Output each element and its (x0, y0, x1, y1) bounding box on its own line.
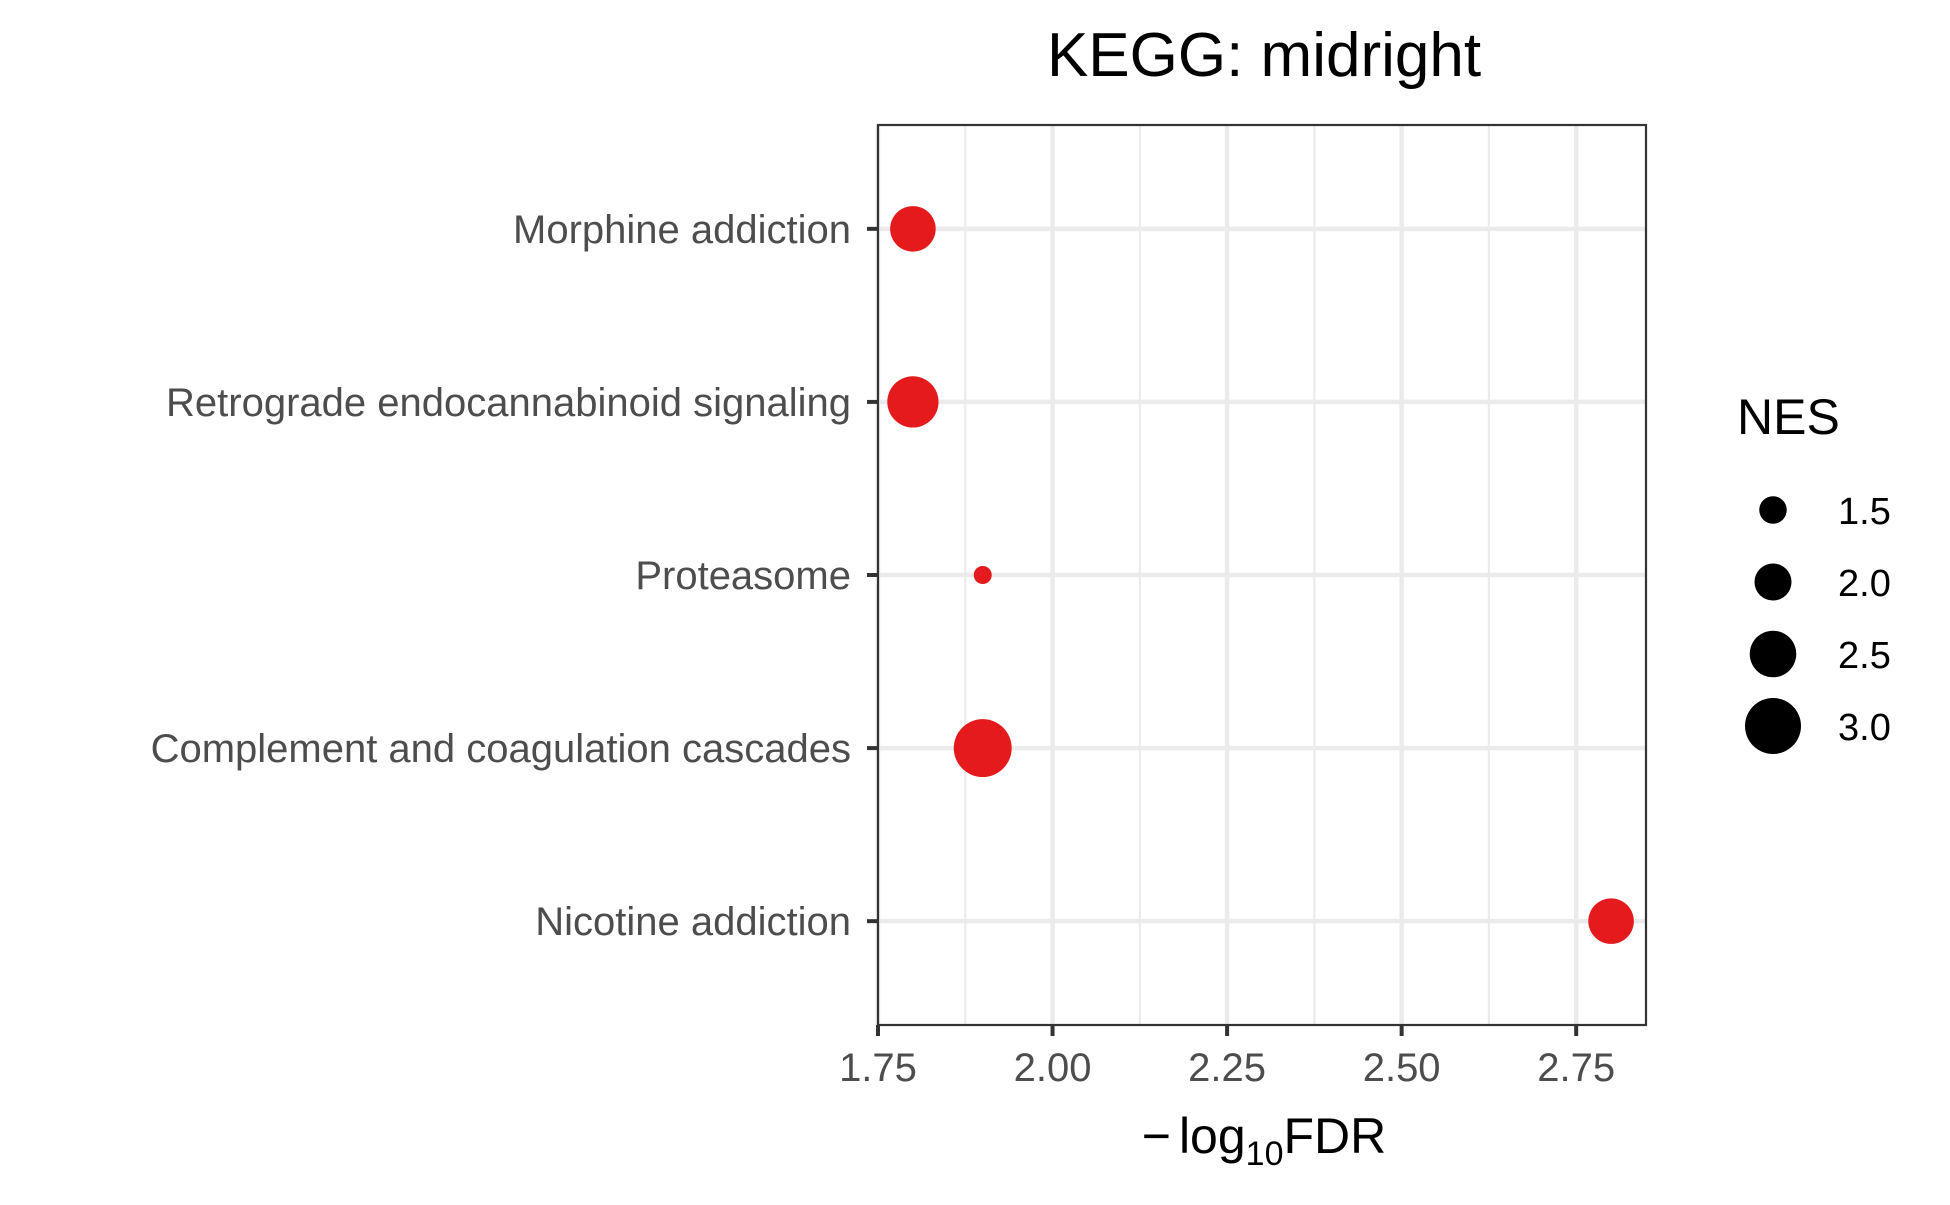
grid-lines (875, 125, 1646, 1025)
y-axis: Morphine addiction Retrograde endocannabi… (151, 208, 878, 944)
data-points (887, 206, 1634, 944)
y-tick-label: Proteasome (635, 554, 851, 598)
x-axis-title-fdr: FDR (1284, 1108, 1387, 1164)
x-tick-label: 2.50 (1363, 1046, 1441, 1090)
size-legend: NES 1.5 2.0 2.5 3.0 (1737, 389, 1891, 754)
legend-label: 3.0 (1838, 707, 1891, 749)
legend-label: 2.0 (1838, 563, 1891, 605)
x-tick-label: 2.00 (1014, 1046, 1092, 1090)
x-axis-title-log: log (1179, 1108, 1246, 1164)
x-axis-title-minus: − (1142, 1108, 1171, 1164)
legend-key-circle (1749, 630, 1797, 678)
y-tick-label: Retrograde endocannabinoid signaling (166, 381, 851, 425)
data-point (890, 206, 936, 252)
data-point (953, 719, 1012, 778)
x-tick-label: 2.25 (1188, 1046, 1266, 1090)
legend-key-circle (1759, 496, 1787, 524)
legend-key-circle (1754, 563, 1792, 601)
x-tick-label: 1.75 (839, 1046, 917, 1090)
chart-title: KEGG: midright (1047, 21, 1481, 90)
legend-title: NES (1737, 389, 1840, 445)
data-point (1588, 898, 1634, 944)
legend-label: 2.5 (1838, 635, 1891, 677)
x-axis-title-subscript: 10 (1246, 1135, 1284, 1173)
y-tick-label: Nicotine addiction (535, 900, 851, 944)
legend-key-circle (1745, 698, 1801, 754)
y-tick-label: Complement and coagulation cascades (151, 727, 851, 771)
y-tick-label: Morphine addiction (513, 208, 851, 252)
data-point (973, 566, 992, 584)
data-point (887, 376, 939, 428)
legend-label: 1.5 (1838, 491, 1891, 533)
x-axis: 1.75 2.00 2.25 2.50 2.75 (839, 1025, 1615, 1090)
x-axis-title: − log10FDR (1142, 1108, 1387, 1173)
x-tick-label: 2.75 (1537, 1046, 1615, 1090)
